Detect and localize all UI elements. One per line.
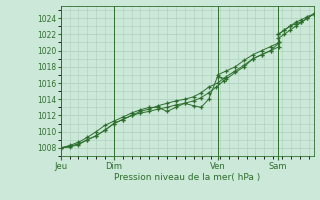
X-axis label: Pression niveau de la mer( hPa ): Pression niveau de la mer( hPa ) [114, 173, 260, 182]
